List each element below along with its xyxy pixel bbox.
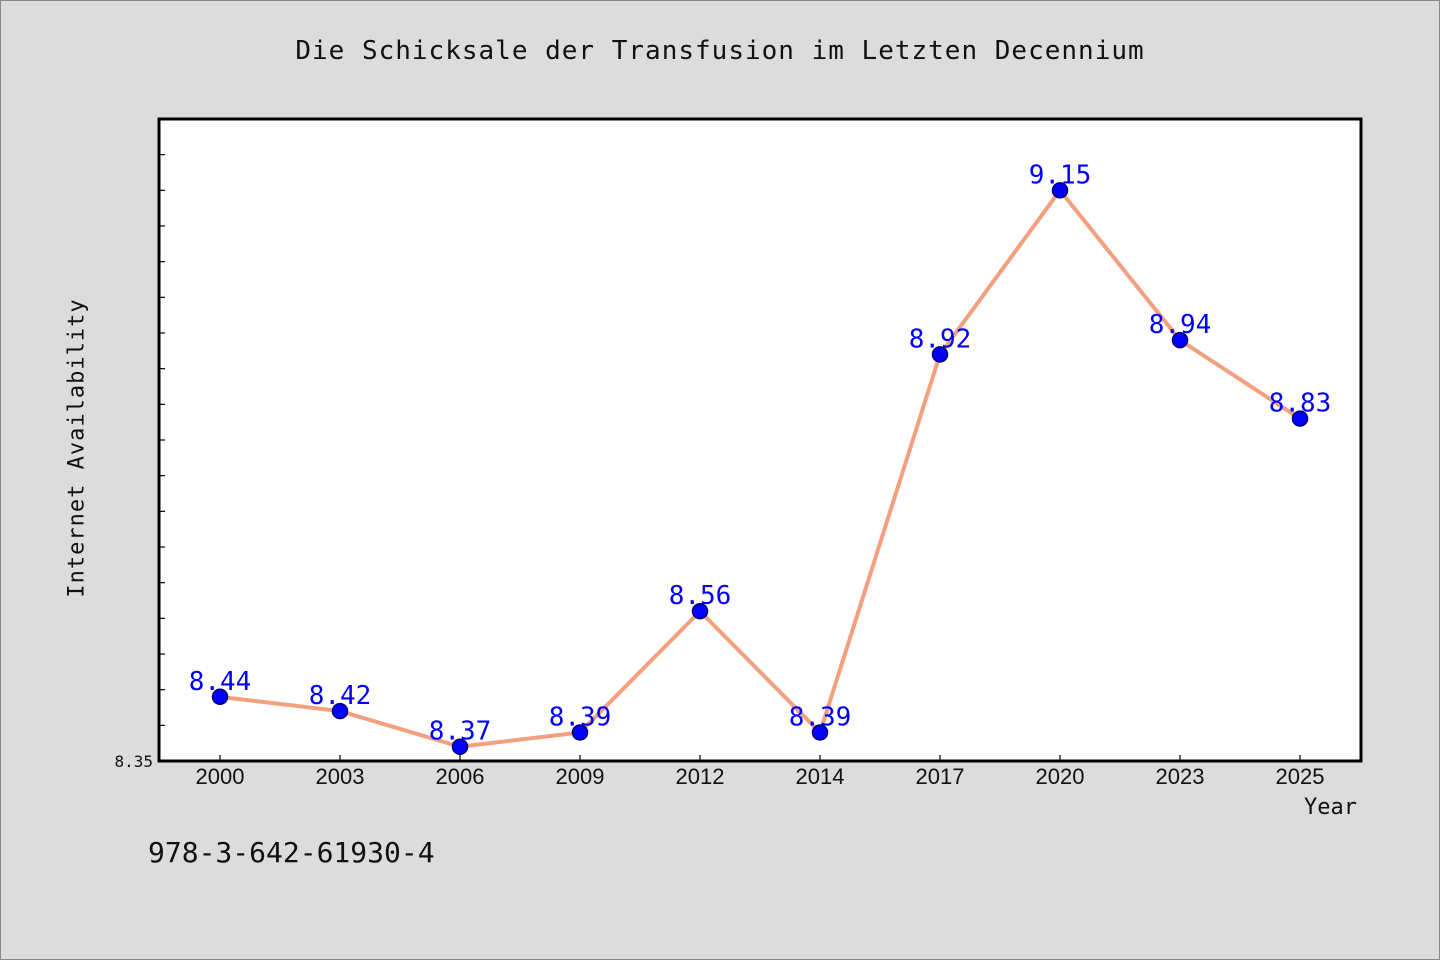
data-point: [931, 346, 949, 363]
data-label: 8.39: [549, 702, 612, 732]
isbn-text: 978-3-642-61930-4: [148, 836, 435, 869]
x-tick-label: 2000: [196, 764, 245, 789]
data-point: [1051, 182, 1069, 199]
y-axis-label: Internet Availability: [64, 298, 90, 598]
data-point: [1291, 410, 1309, 427]
data-point: [211, 688, 229, 706]
x-tick-label: 2006: [436, 764, 485, 789]
data-label: 8.56: [669, 581, 732, 611]
data-label: 8.94: [1149, 310, 1212, 340]
data-point: [571, 724, 589, 741]
x-tick-label: 2009: [556, 764, 605, 789]
data-label: 9.15: [1029, 160, 1092, 190]
x-tick-label: 2003: [316, 764, 365, 789]
data-label: 8.39: [789, 702, 852, 732]
series-line: [219, 188, 1302, 749]
data-point: [1171, 331, 1189, 349]
data-point: [331, 702, 349, 720]
data-label: 8.83: [1269, 389, 1332, 419]
x-tick-label: 2017: [916, 764, 965, 789]
x-tick-label: 2023: [1156, 764, 1205, 789]
data-label: 8.44: [189, 667, 252, 697]
chart-title: Die Schicksale der Transfusion im Letzte…: [295, 36, 1145, 66]
data-label: 8.37: [429, 717, 492, 747]
plot-area: [157, 117, 1363, 763]
data-label: 8.92: [909, 324, 972, 354]
data-label: 8.42: [309, 681, 372, 711]
x-axis-label: Year: [1304, 795, 1357, 820]
y-tick-label: 8.35: [114, 752, 153, 771]
data-point: [811, 724, 829, 741]
data-point: [451, 738, 469, 755]
x-tick-label: 2020: [1036, 764, 1085, 789]
x-tick-label: 2014: [796, 764, 845, 789]
x-tick-label: 2025: [1276, 764, 1325, 789]
x-tick-label: 2012: [676, 764, 725, 789]
data-point: [691, 602, 709, 620]
